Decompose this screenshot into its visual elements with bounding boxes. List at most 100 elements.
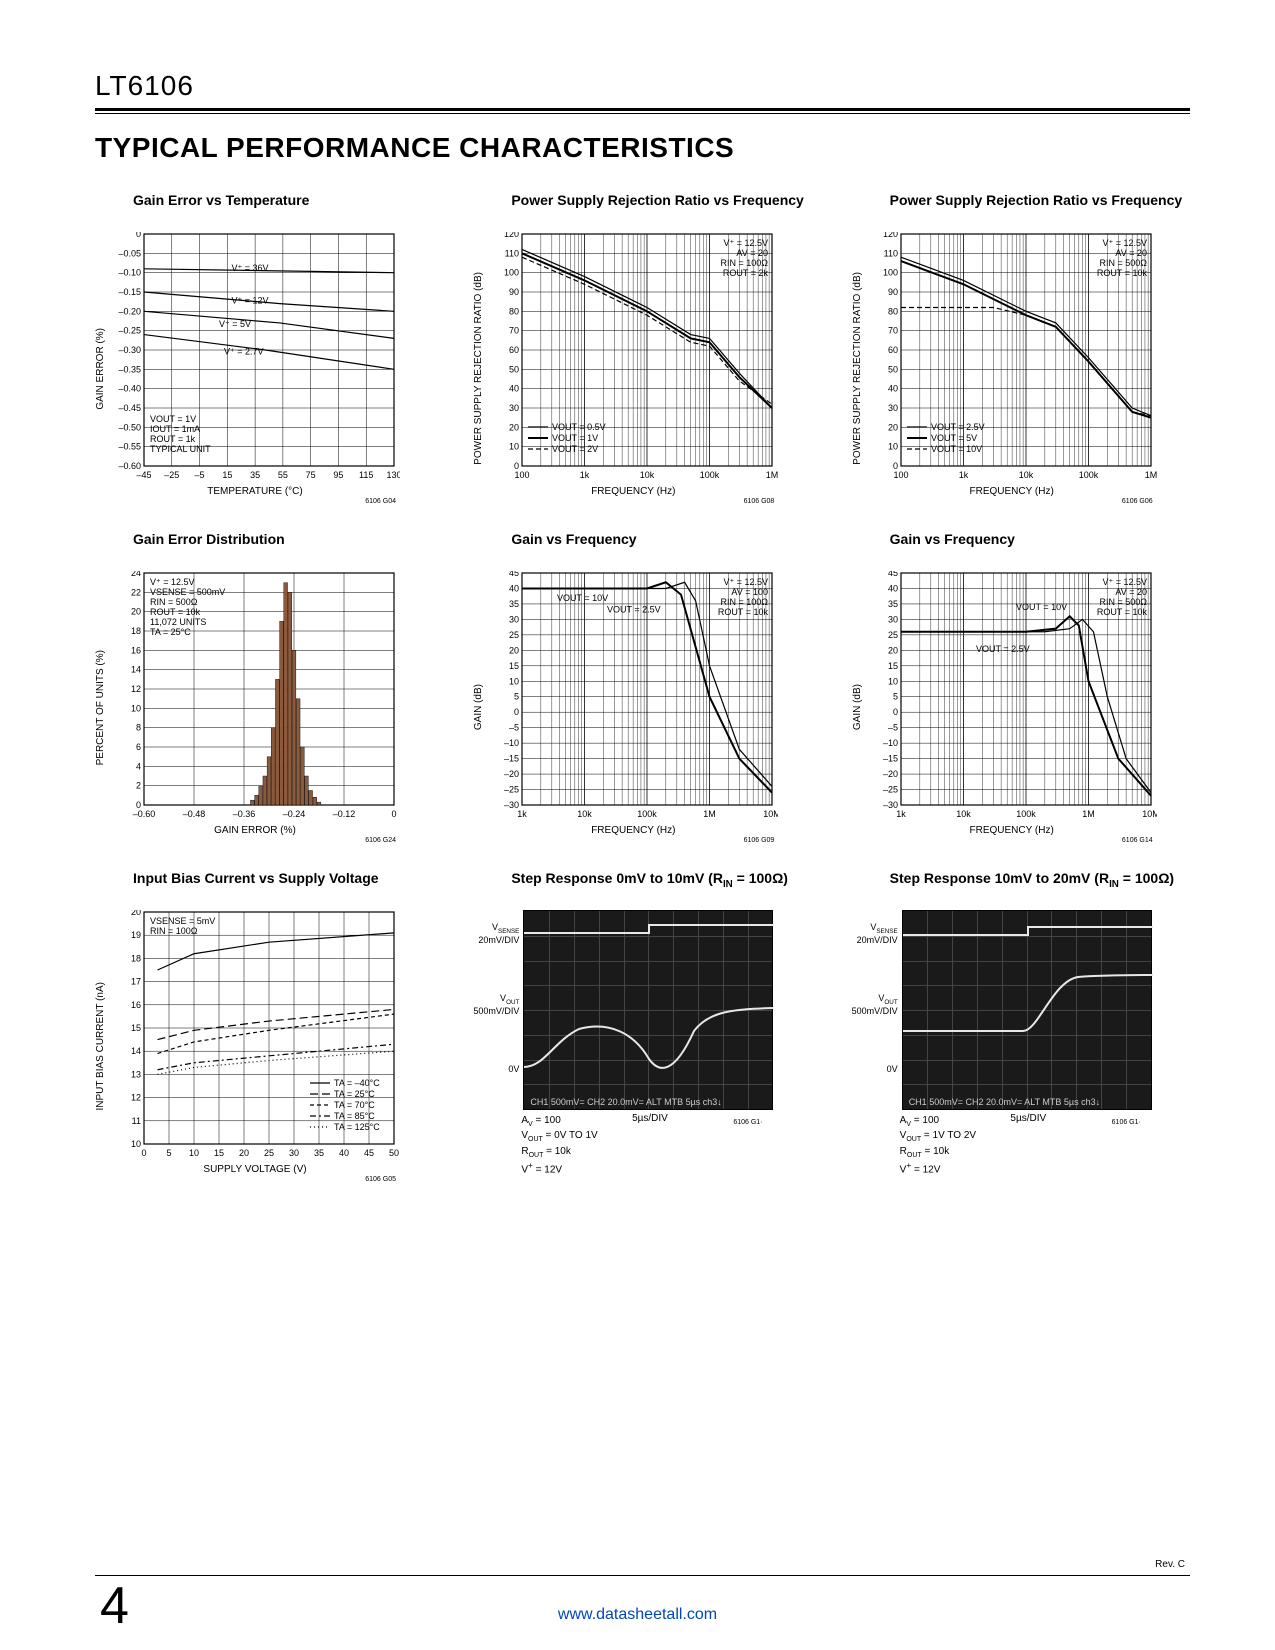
chart-title: Gain vs Frequency [473, 531, 811, 565]
svg-text:10M: 10M [1142, 809, 1157, 819]
svg-text:40: 40 [888, 384, 898, 394]
chart-c33: Step Response 10mV to 20mV (RIN = 100Ω)V… [852, 870, 1190, 1183]
section-title: TYPICAL PERFORMANCE CHARACTERISTICS [95, 132, 1190, 164]
svg-text:6: 6 [136, 742, 141, 752]
svg-text:20: 20 [888, 645, 898, 655]
svg-text:40: 40 [888, 583, 898, 593]
svg-text:–0.45: –0.45 [118, 403, 141, 413]
y-axis-label: GAIN (dB) [473, 684, 484, 730]
svg-text:80: 80 [888, 306, 898, 316]
rule-thin [95, 113, 1190, 114]
svg-text:50: 50 [509, 364, 519, 374]
svg-text:100: 100 [504, 268, 519, 278]
x-axis-label: SUPPLY VOLTAGE (V) [203, 1164, 306, 1175]
svg-text:60: 60 [509, 345, 519, 355]
svg-text:50: 50 [389, 1148, 399, 1158]
svg-text:5: 5 [514, 692, 519, 702]
svg-text:–20: –20 [883, 769, 898, 779]
svg-text:AV = 20: AV = 20 [1115, 248, 1147, 258]
y-axis-label: INPUT BIAS CURRENT (nA) [95, 982, 106, 1111]
svg-text:70: 70 [509, 326, 519, 336]
svg-text:0: 0 [391, 809, 396, 819]
svg-text:10k: 10k [640, 470, 655, 480]
page-header: LT6106 TYPICAL PERFORMANCE CHARACTERISTI… [95, 70, 1190, 164]
svg-text:11: 11 [132, 1116, 141, 1126]
svg-text:–10: –10 [883, 738, 898, 748]
svg-text:VOUT = 1V: VOUT = 1V [150, 414, 196, 424]
svg-text:15: 15 [509, 661, 519, 671]
svg-text:35: 35 [509, 599, 519, 609]
svg-text:V⁺ = 12.5V: V⁺ = 12.5V [724, 238, 769, 248]
chart-c12: Power Supply Rejection Ratio vs Frequenc… [473, 192, 811, 505]
svg-text:V⁺ = 2.7V: V⁺ = 2.7V [224, 347, 264, 357]
y-axis-label: PERCENT OF UNITS (%) [95, 650, 106, 765]
svg-text:30: 30 [509, 614, 519, 624]
svg-text:45: 45 [509, 571, 519, 578]
svg-text:–20: –20 [504, 769, 519, 779]
svg-text:0: 0 [136, 232, 141, 239]
x-axis-label: FREQUENCY (Hz) [970, 486, 1054, 497]
svg-text:1k: 1k [518, 809, 528, 819]
svg-text:10: 10 [888, 676, 898, 686]
figure-code: 6106 G06 [1122, 498, 1153, 505]
figure-code: 6106 G09 [744, 837, 775, 844]
svg-text:V⁺ = 12V: V⁺ = 12V [232, 296, 269, 306]
svg-text:ROUT = 2k: ROUT = 2k [723, 268, 769, 278]
svg-text:ROUT = 10k: ROUT = 10k [718, 607, 769, 617]
svg-text:14: 14 [131, 665, 141, 675]
svg-text:35: 35 [314, 1148, 324, 1158]
x-axis-label: FREQUENCY (Hz) [591, 825, 675, 836]
charts-grid: Gain Error vs TemperatureGAIN ERROR (%)0… [95, 192, 1190, 1183]
svg-text:12: 12 [131, 684, 141, 694]
svg-text:RIN = 100Ω: RIN = 100Ω [150, 926, 198, 936]
svg-text:100k: 100k [638, 809, 658, 819]
svg-text:17: 17 [131, 977, 141, 987]
svg-text:10k: 10k [578, 809, 593, 819]
chart-title: Power Supply Rejection Ratio vs Frequenc… [852, 192, 1190, 226]
svg-text:TA = 25°C: TA = 25°C [150, 627, 191, 637]
svg-text:10: 10 [131, 703, 141, 713]
svg-text:–0.15: –0.15 [118, 287, 141, 297]
svg-text:110: 110 [883, 248, 897, 258]
svg-text:10k: 10k [956, 809, 971, 819]
svg-text:–0.24: –0.24 [283, 809, 306, 819]
svg-text:30: 30 [888, 403, 898, 413]
figure-code: 6106 G05 [365, 1176, 396, 1183]
svg-text:35: 35 [888, 599, 898, 609]
svg-text:RIN = 500Ω: RIN = 500Ω [1099, 258, 1147, 268]
footer-rule [95, 1575, 1190, 1576]
chart-c13: Power Supply Rejection Ratio vs Frequenc… [852, 192, 1190, 505]
svg-text:100k: 100k [1078, 470, 1098, 480]
svg-text:1M: 1M [1082, 809, 1095, 819]
footer-url[interactable]: www.datasheetall.com [0, 1606, 1275, 1624]
figure-code: 6106 G1· [733, 1119, 807, 1126]
svg-text:ROUT = 10k: ROUT = 10k [1097, 268, 1148, 278]
chart-c11: Gain Error vs TemperatureGAIN ERROR (%)0… [95, 192, 433, 505]
svg-text:VOUT = 10V: VOUT = 10V [557, 593, 608, 603]
chart-c32: Step Response 0mV to 10mV (RIN = 100Ω)VS… [473, 870, 811, 1183]
svg-text:AV = 100: AV = 100 [732, 587, 769, 597]
svg-text:25: 25 [264, 1148, 274, 1158]
svg-text:24: 24 [131, 571, 141, 578]
svg-text:V⁺ = 5V: V⁺ = 5V [219, 319, 251, 329]
svg-text:VOUT = 2.5V: VOUT = 2.5V [976, 644, 1030, 654]
svg-text:40: 40 [339, 1148, 349, 1158]
svg-text:18: 18 [131, 953, 141, 963]
svg-text:100: 100 [893, 470, 908, 480]
svg-text:30: 30 [888, 614, 898, 624]
svg-text:1k: 1k [896, 809, 906, 819]
svg-text:–0.55: –0.55 [118, 442, 141, 452]
svg-text:VOUT = 10V: VOUT = 10V [931, 444, 982, 454]
scope-screen: CH1 500mV= CH2 20.0mV= ALT MTB 5µs ch3↓ [902, 910, 1152, 1110]
svg-text:–25: –25 [883, 785, 898, 795]
svg-text:–0.40: –0.40 [118, 384, 141, 394]
svg-text:TA = 125°C: TA = 125°C [334, 1122, 380, 1132]
svg-text:ROUT = 1k: ROUT = 1k [150, 434, 196, 444]
svg-text:22: 22 [131, 587, 141, 597]
svg-text:–25: –25 [164, 470, 179, 480]
svg-text:RIN = 500Ω: RIN = 500Ω [150, 597, 198, 607]
svg-text:–5: –5 [195, 470, 205, 480]
svg-text:40: 40 [509, 583, 519, 593]
chart-title: Gain vs Frequency [852, 531, 1190, 565]
x-axis-label: FREQUENCY (Hz) [970, 825, 1054, 836]
